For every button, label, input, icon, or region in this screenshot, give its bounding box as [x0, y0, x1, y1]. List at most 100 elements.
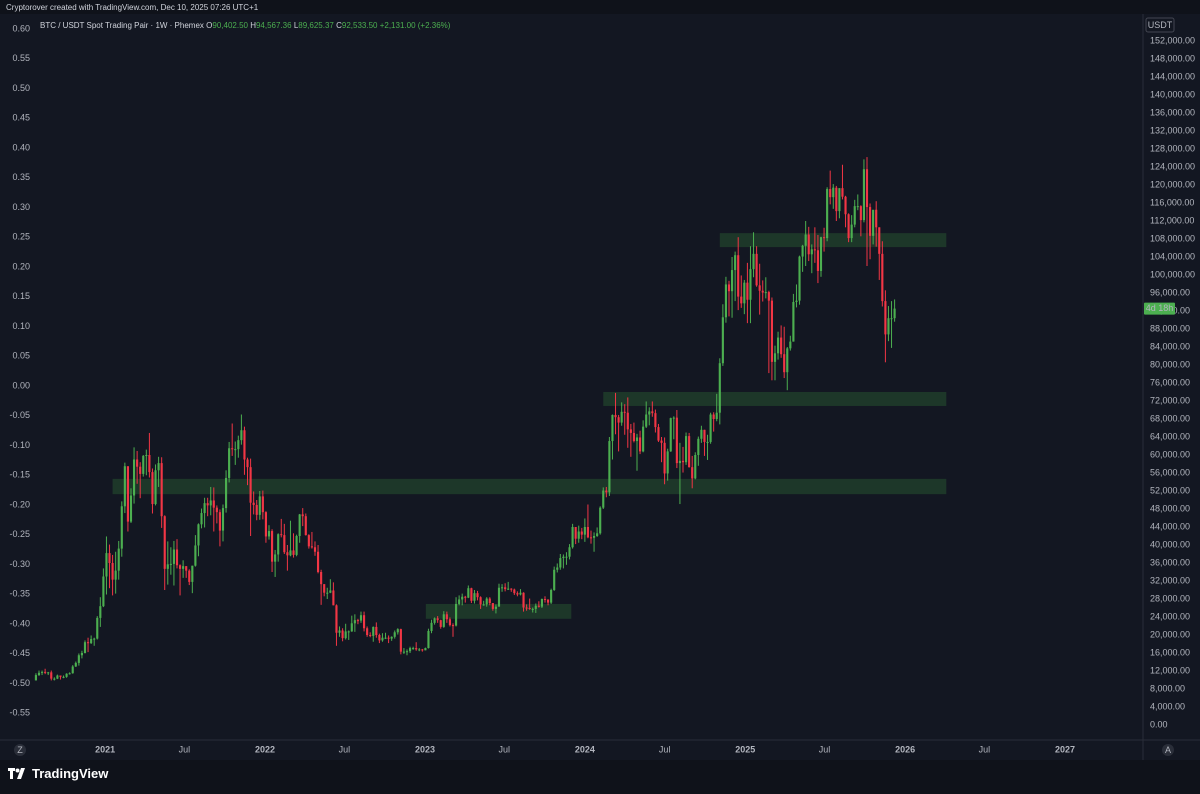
- y-tick-label: 4,000.00: [1150, 701, 1185, 711]
- candle-body: [359, 615, 363, 621]
- candle-body: [868, 207, 872, 236]
- candle-body: [246, 459, 249, 468]
- candle-body: [175, 549, 179, 566]
- candle-body: [856, 206, 859, 208]
- candle-body: [592, 536, 596, 538]
- y-tick-label: 36,000.00: [1150, 557, 1190, 567]
- y-tick-label: 40,000.00: [1150, 539, 1190, 549]
- y-tick-label: 60,000.00: [1150, 449, 1190, 459]
- candle-body: [142, 455, 145, 474]
- candle-body: [718, 363, 721, 413]
- x-tick-label: 2022: [255, 744, 275, 754]
- candle-body: [427, 630, 430, 649]
- candle-body: [338, 630, 341, 633]
- candle-body: [163, 516, 166, 569]
- x-tick-label: Jul: [979, 744, 991, 754]
- candle-body: [200, 513, 203, 525]
- y2-tick-label: -0.55: [9, 708, 30, 718]
- y-tick-label: 24,000.00: [1150, 611, 1190, 621]
- candle-body: [430, 622, 433, 631]
- candle-body: [231, 448, 234, 450]
- candle-body: [353, 620, 356, 624]
- candle-body: [758, 285, 761, 291]
- candle-body: [734, 255, 737, 271]
- y-tick-label: 44,000.00: [1150, 521, 1190, 531]
- scale-button[interactable]: [1162, 744, 1174, 756]
- candle-body: [197, 524, 200, 546]
- candle-body: [531, 608, 534, 610]
- candle-body: [421, 649, 424, 651]
- candle-body: [212, 500, 215, 508]
- candle-body: [491, 603, 494, 609]
- legend-key: H: [250, 21, 256, 30]
- candle-body: [485, 598, 488, 605]
- candle-body: [412, 648, 415, 650]
- candle-body: [688, 436, 691, 468]
- candle-body: [878, 227, 881, 254]
- scale-button[interactable]: [14, 744, 26, 756]
- candle-body: [234, 449, 237, 451]
- candle-body: [240, 430, 243, 441]
- candle-body: [369, 635, 372, 637]
- y2-tick-label: -0.40: [9, 618, 30, 628]
- candle-body: [786, 348, 789, 373]
- candle-body: [136, 459, 139, 467]
- candle-body: [332, 590, 335, 606]
- candle-body: [684, 436, 688, 463]
- candle-body: [752, 253, 755, 270]
- candle-body: [151, 472, 154, 505]
- candle-body: [608, 441, 611, 493]
- candle-body: [139, 466, 142, 474]
- zone: [603, 392, 947, 406]
- x-tick-label: 2024: [575, 744, 595, 754]
- y-tick-label: 84,000.00: [1150, 341, 1190, 351]
- candle-body: [65, 673, 68, 677]
- y2-tick-label: 0.35: [12, 172, 30, 182]
- candle-body: [497, 587, 501, 607]
- candle-body: [813, 249, 816, 251]
- candle-body: [691, 467, 694, 479]
- zone: [112, 478, 947, 495]
- candle-body: [344, 631, 347, 639]
- candle-body: [258, 496, 261, 515]
- y2-tick-label: -0.25: [9, 529, 30, 539]
- candle-body: [424, 648, 427, 651]
- candle-body: [605, 490, 608, 493]
- candle-body: [129, 495, 133, 522]
- candle-body: [875, 209, 878, 228]
- candle-body: [844, 196, 847, 215]
- candle-body: [264, 512, 267, 537]
- footer: [0, 760, 1200, 794]
- candle-body: [461, 596, 464, 600]
- candle-body: [71, 666, 74, 674]
- candle-body: [464, 596, 467, 598]
- candle-body: [749, 269, 752, 300]
- candle-body: [458, 599, 461, 604]
- candle-body: [562, 556, 565, 559]
- y-tick-label: 148,000.00: [1150, 53, 1195, 63]
- candle-body: [292, 550, 295, 555]
- legend-symbol: BTC / USDT Spot Trading Pair · 1W · Phem…: [40, 21, 204, 30]
- candle-body: [473, 593, 476, 601]
- y-tick-label: 52,000.00: [1150, 485, 1190, 495]
- candle-body: [418, 649, 421, 651]
- y-tick-label: 20,000.00: [1150, 629, 1190, 639]
- candle-body: [559, 558, 562, 568]
- candle-body: [553, 569, 556, 591]
- y-tick-label: 88,000.00: [1150, 323, 1190, 333]
- legend-key: O: [206, 21, 213, 30]
- candle-body: [764, 292, 767, 294]
- candle-body: [519, 592, 522, 595]
- axes: 0.00 4,000.00 8,000.00 12,000.00 16,000.00 20…: [9, 17, 1195, 756]
- candle-body: [132, 459, 136, 496]
- candle-body: [574, 527, 577, 539]
- y2-tick-label: 0.25: [12, 232, 30, 242]
- candle-body: [215, 507, 218, 513]
- candle-body: [510, 588, 513, 590]
- x-tick-label: 2023: [415, 744, 435, 754]
- candle-body: [666, 451, 669, 474]
- candle-body: [323, 584, 326, 593]
- candle-body: [160, 463, 163, 517]
- candle-body: [663, 442, 666, 474]
- candle-body: [341, 630, 344, 639]
